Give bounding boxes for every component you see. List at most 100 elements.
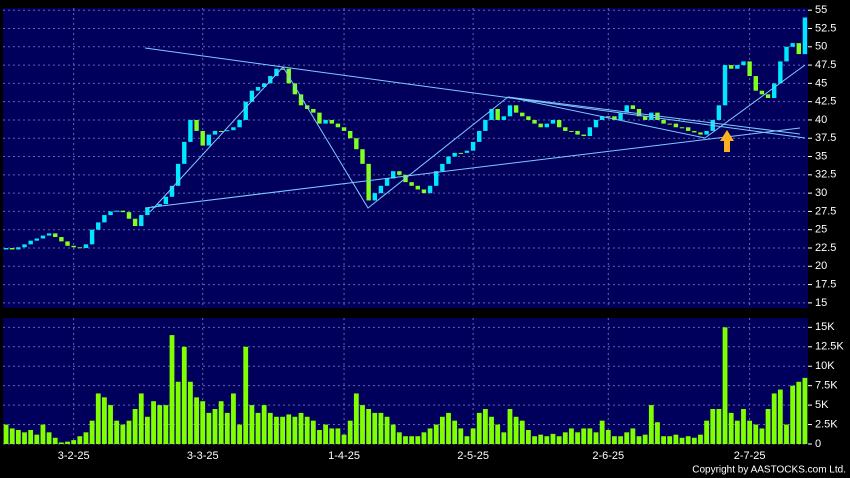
trend-line [149,64,806,213]
candle [618,112,623,120]
volume-bar [40,424,46,444]
x-tick-label: 3-3-25 [187,450,219,462]
volume-bar [372,412,378,444]
volume-bar [255,412,261,444]
candle [249,90,255,102]
candle [255,87,261,91]
volume-bar [329,428,335,444]
candle [587,127,593,137]
candle [139,215,144,227]
volume-bar [212,409,218,444]
volume-bar [120,424,126,444]
candle [347,130,353,139]
volume-bar [759,428,765,444]
trend-line [144,127,801,209]
candle [630,105,636,109]
volume-bar [95,393,101,444]
volume-bar [9,428,15,444]
candle [83,244,89,248]
candle [206,134,212,146]
volume-bar [476,412,482,444]
candle [759,90,765,95]
volume-bar [790,385,796,444]
volume-bar [685,436,691,444]
candle [329,119,334,124]
volume-bar [175,381,181,444]
candle [778,61,783,84]
candle [593,119,599,128]
candle [735,65,740,69]
y-tick-label: 32.5 [815,169,836,181]
volume-bar [353,393,359,444]
y-tick-label: 7.5K [815,380,838,392]
candle [581,134,586,137]
candle [538,123,543,128]
volume-bar [181,346,187,444]
candle [772,83,777,98]
volume-bar [679,437,685,444]
candle [28,240,33,245]
volume-bar [292,416,298,444]
volume-bar [310,420,316,444]
candle [452,152,457,157]
volume-bar [741,409,746,444]
y-tick-label: 20 [815,260,827,272]
volume-bar [667,436,673,444]
candle [169,185,175,197]
candle [520,112,525,117]
candle [391,171,396,179]
volume-bar [562,432,568,444]
volume-bar [317,430,322,444]
volume-bar [224,412,230,444]
volume-bar [409,436,415,444]
volume-bar [728,412,734,444]
volume-bar [280,416,285,444]
candle [16,247,21,250]
candle [261,83,267,88]
volume-bar [550,433,556,444]
volume-bar [231,393,236,444]
candle [366,163,371,201]
candle [661,119,666,124]
candle [218,130,224,132]
y-tick-label: 47.5 [815,59,836,71]
candle [563,127,568,131]
volume-bar [415,436,421,444]
trend-line [282,66,806,139]
candle [225,130,230,132]
volume-bar [403,436,408,444]
volume-bar [34,434,40,444]
y-tick-label: 17.5 [815,278,836,290]
volume-bar [771,393,777,444]
volume-bar [347,420,353,444]
volume-bar [52,437,58,444]
candle [784,46,789,62]
candle [34,238,39,241]
candle [495,108,500,120]
candle [231,127,236,131]
trend-line [144,47,284,68]
y-tick-label: 10K [815,360,835,372]
volume-bar [489,416,494,444]
candle [753,76,758,91]
x-tick-label: 3-2-25 [58,450,90,462]
volume-bar [655,422,660,444]
candle [102,215,107,223]
candle [108,211,113,216]
volume-bar [636,436,642,444]
price-panel [3,8,808,308]
volume-bar [704,420,710,444]
volume-bar [151,401,156,444]
candle [642,116,648,120]
candle [796,43,801,55]
candle [765,94,771,98]
volume-bar [446,412,451,444]
y-tick-label: 42.5 [815,96,836,108]
candle [317,112,322,124]
volume-bar [452,420,458,444]
volume-bar [796,381,802,444]
y-tick-label: 35 [815,150,827,162]
volume-bar [126,420,132,444]
candle [544,123,550,128]
volume-bar [138,393,144,444]
